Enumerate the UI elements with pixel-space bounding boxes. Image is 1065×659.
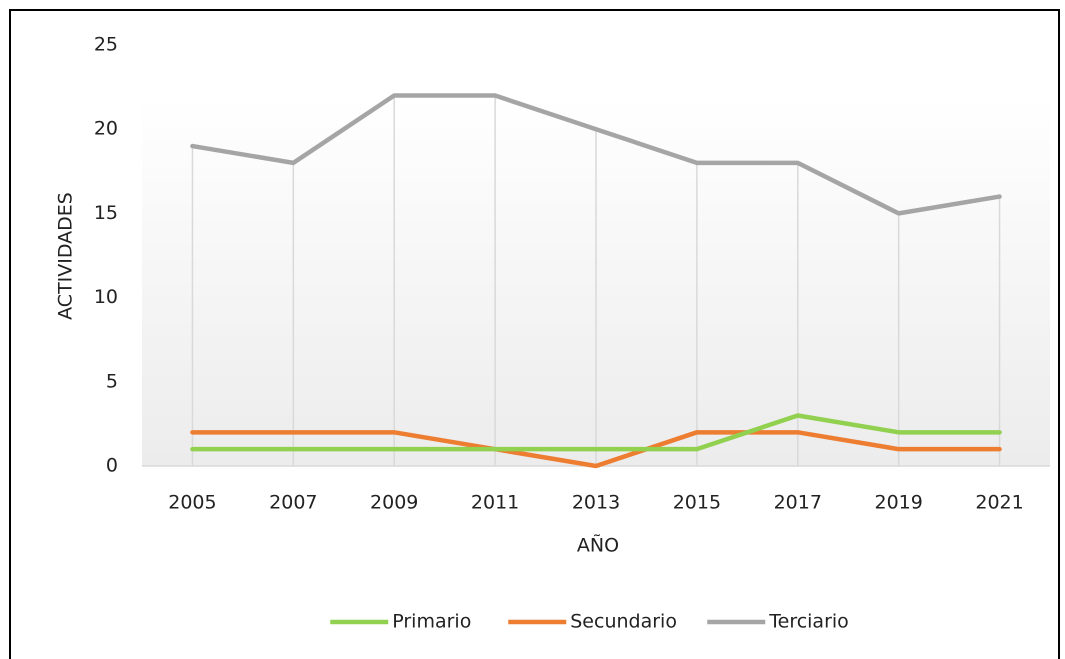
x-axis-label: AÑO [577,534,619,557]
x-tick-label: 2007 [269,492,317,514]
series-line [190,430,1002,469]
series-line [190,93,1002,216]
y-tick-label: 25 [94,34,118,56]
x-tick-label: 2017 [774,492,822,514]
y-tick-label: 5 [106,370,118,392]
x-tick-label: 2019 [874,492,922,514]
x-tick-label: 2021 [975,492,1023,514]
x-tick-label: 2015 [673,492,721,514]
legend-label: Primario [392,611,471,633]
x-tick-label: 2011 [471,492,519,514]
y-tick-label: 15 [94,202,118,224]
x-tick-label: 2005 [168,492,216,514]
y-axis-label: ACTIVIDADES [55,192,77,320]
x-tick-label: 2013 [572,492,620,514]
y-tick-label: 20 [94,118,118,140]
series-line [190,413,1002,452]
y-tick-label: 10 [94,286,118,308]
y-tick-label: 0 [106,455,118,477]
legend-label: Terciario [768,611,849,633]
legend-label: Secundario [570,611,677,633]
x-tick-label: 2009 [370,492,418,514]
